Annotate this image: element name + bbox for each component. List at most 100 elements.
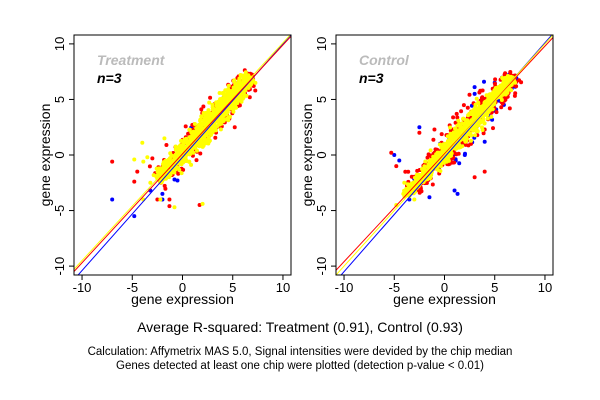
points-layer	[74, 35, 291, 275]
data-point	[428, 148, 433, 153]
x-tick-label: 10	[276, 280, 290, 295]
data-point	[431, 137, 436, 142]
data-point	[184, 139, 189, 144]
data-point	[132, 214, 137, 219]
data-point	[150, 156, 155, 161]
data-point	[206, 111, 211, 116]
data-point	[191, 150, 196, 155]
data-point	[171, 158, 176, 163]
data-point	[473, 102, 478, 107]
data-point	[422, 164, 427, 169]
data-point	[405, 188, 410, 193]
data-point	[401, 191, 406, 196]
data-point	[180, 146, 184, 151]
data-point	[190, 135, 194, 140]
data-point	[452, 151, 457, 156]
data-point	[207, 117, 212, 122]
data-point	[183, 124, 188, 129]
data-point	[433, 147, 438, 152]
data-point	[209, 132, 213, 137]
data-point	[218, 127, 223, 132]
data-point	[206, 108, 211, 113]
data-point	[201, 104, 206, 109]
data-point	[457, 122, 461, 127]
data-point	[425, 164, 430, 169]
data-point	[194, 126, 199, 131]
data-point	[499, 105, 504, 110]
y-axis-label: gene expression	[37, 104, 53, 207]
y-tick-label: -5	[52, 205, 67, 217]
data-point	[471, 128, 476, 133]
data-point	[228, 105, 233, 110]
data-point	[175, 178, 180, 183]
data-point	[163, 186, 168, 191]
data-point	[189, 162, 194, 167]
fit-line-2	[336, 35, 553, 275]
data-point	[411, 191, 416, 196]
data-point	[482, 79, 486, 84]
data-point	[253, 88, 258, 93]
fit-line-1	[336, 37, 553, 271]
data-point	[202, 139, 207, 144]
data-point	[466, 143, 471, 148]
data-point	[439, 145, 444, 150]
data-point	[437, 142, 442, 147]
data-point	[478, 120, 483, 125]
data-point	[482, 121, 487, 126]
data-point	[217, 91, 222, 95]
y-tick-label: -10	[314, 257, 329, 276]
scatter-panel-control: -10 -5 0 5 10 -10 -5 0 5 10 gene expression gene ex…	[299, 34, 554, 307]
data-point	[465, 105, 470, 110]
data-point	[397, 158, 402, 163]
data-point	[491, 126, 495, 131]
data-point	[407, 182, 412, 187]
data-point	[207, 138, 212, 143]
data-point	[503, 95, 508, 100]
data-point	[512, 93, 517, 98]
data-point	[232, 125, 237, 130]
data-point	[505, 79, 510, 84]
data-point	[221, 119, 226, 123]
data-point	[508, 75, 513, 79]
data-point	[170, 169, 175, 174]
data-point	[482, 139, 487, 144]
data-point	[481, 131, 486, 136]
data-point	[238, 80, 242, 85]
data-point	[461, 116, 466, 121]
data-point	[464, 139, 469, 144]
data-point	[204, 133, 209, 138]
points-layer	[336, 35, 553, 275]
data-point	[467, 92, 472, 97]
data-point	[162, 136, 167, 141]
data-point	[476, 106, 481, 111]
data-point	[176, 151, 180, 155]
data-point	[207, 100, 212, 105]
data-point	[453, 126, 457, 131]
data-point	[439, 132, 444, 137]
x-tick-label: -10	[335, 280, 354, 295]
y-tick-label: -10	[52, 257, 67, 276]
data-point	[448, 137, 453, 142]
data-point	[417, 125, 422, 130]
data-point	[472, 85, 477, 90]
data-point	[132, 157, 137, 162]
data-point	[472, 175, 477, 180]
data-point	[467, 132, 472, 137]
data-point	[455, 115, 460, 120]
data-point	[503, 71, 508, 76]
data-point	[242, 88, 247, 93]
data-point	[430, 182, 435, 187]
data-point	[426, 152, 431, 157]
data-point	[228, 90, 233, 95]
scatter-panel-treatment: -10 -5 0 5 10 -10 -5 0 5 10 gene expression gene ex…	[37, 34, 292, 307]
x-tick-label: -5	[126, 280, 138, 295]
data-point	[427, 195, 432, 200]
data-point	[231, 85, 236, 90]
data-point	[187, 159, 192, 164]
data-point	[145, 155, 150, 160]
y-axis-label: gene expression	[299, 104, 315, 207]
x-tick-label: 0	[441, 280, 448, 295]
data-point	[433, 157, 438, 162]
data-point	[110, 197, 115, 202]
data-point	[462, 136, 467, 141]
